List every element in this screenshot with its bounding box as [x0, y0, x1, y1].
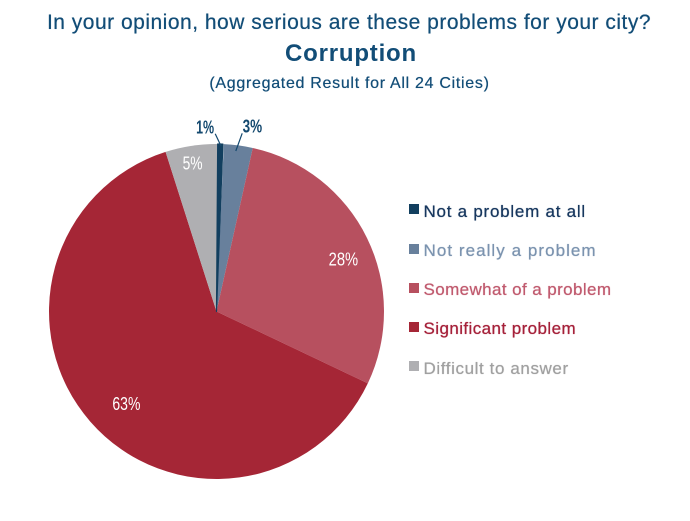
svg-text:5%: 5%: [183, 153, 203, 173]
svg-text:63%: 63%: [112, 394, 140, 414]
svg-text:3%: 3%: [243, 116, 263, 136]
svg-text:28%: 28%: [329, 249, 359, 269]
svg-text:1%: 1%: [196, 118, 214, 138]
